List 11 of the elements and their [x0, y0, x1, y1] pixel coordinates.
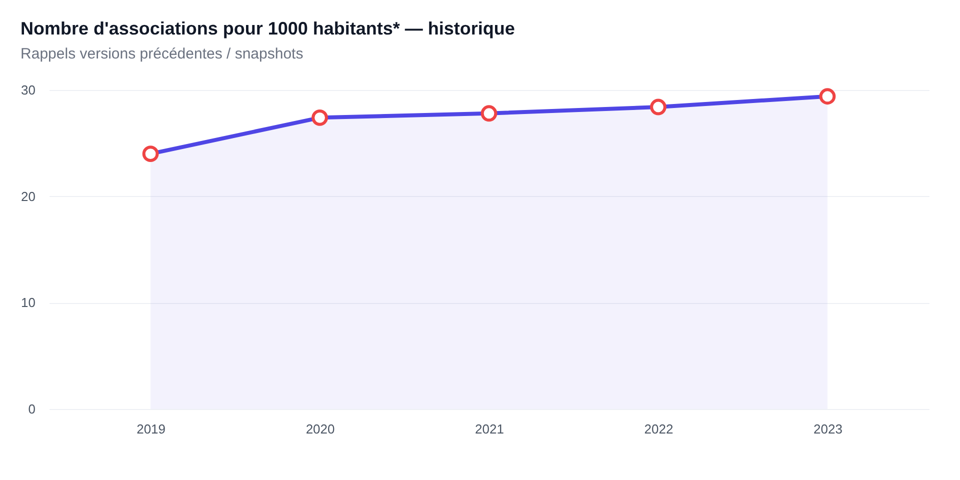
y-tick-label: 10	[21, 295, 36, 310]
y-tick-label: 0	[28, 402, 36, 416]
x-tick-label: 2023	[814, 422, 842, 436]
x-tick-label: 2020	[306, 422, 335, 436]
chart-title: Nombre d'associations pour 1000 habitants* — historique	[20, 18, 515, 39]
y-tick-label: 30	[21, 82, 36, 98]
x-tick-label: 2022	[644, 422, 674, 436]
x-tick-label: 2021	[475, 422, 504, 436]
x-tick-label: 2019	[136, 422, 166, 436]
chart-subtitle: Rappels versions précédentes / snapshots	[20, 46, 304, 63]
y-tick-label: 20	[21, 188, 36, 204]
